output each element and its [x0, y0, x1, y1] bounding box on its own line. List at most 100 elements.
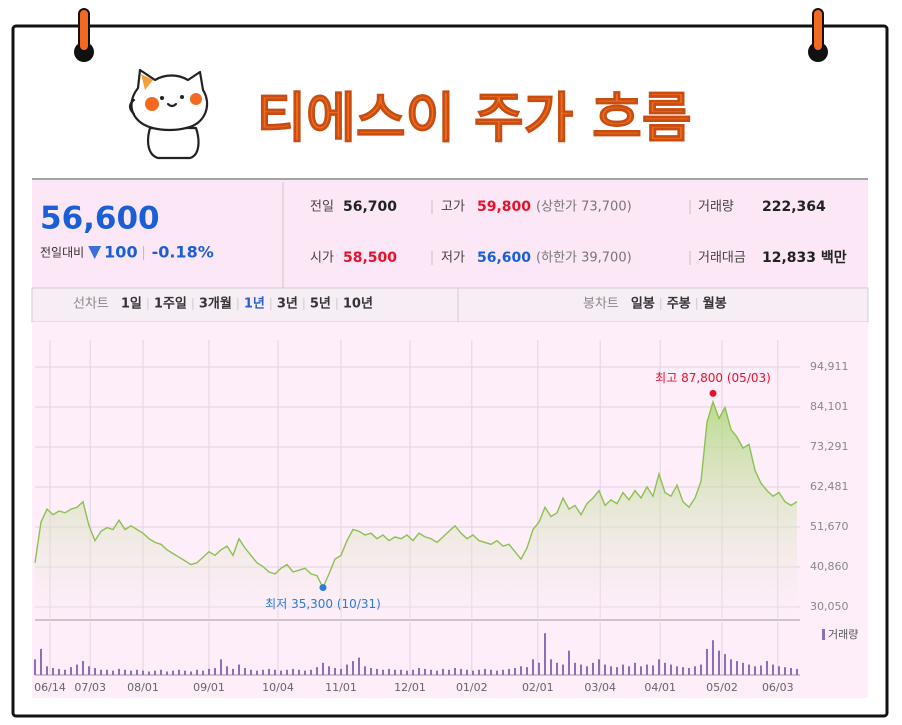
volume-bar — [112, 670, 114, 675]
field-label: 거래대금 — [698, 251, 746, 266]
volume-bar — [244, 668, 246, 675]
volume-bar — [706, 648, 708, 675]
volume-bar — [130, 670, 132, 675]
volume-bar — [322, 662, 324, 675]
volume-bar — [754, 666, 756, 675]
volume-bar — [556, 662, 558, 675]
volume-bar — [574, 662, 576, 675]
volume-bar — [178, 669, 180, 675]
volume-bar — [316, 667, 318, 675]
volume-bar — [652, 665, 654, 675]
volume-bar — [268, 668, 270, 675]
volume-bar — [748, 664, 750, 675]
volume-bar — [292, 668, 294, 675]
field-value: 12,833 백만 — [762, 250, 847, 266]
field-note: (하한가 39,700) — [536, 251, 632, 266]
volume-bar — [604, 664, 606, 675]
volume-bar — [526, 667, 528, 675]
volume-bar — [532, 659, 534, 675]
y-tick-label: 94,911 — [810, 360, 849, 373]
field-value: 56,700 — [343, 199, 397, 215]
volume-bar — [772, 664, 774, 675]
volume-bar — [220, 659, 222, 675]
volume-bar — [460, 668, 462, 675]
annotation-label: 최저 35,300 (10/31) — [265, 597, 381, 611]
field-label: 저가 — [441, 251, 465, 266]
volume-bar — [280, 670, 282, 675]
volume-bar — [664, 662, 666, 675]
legend-label: 거래량 — [828, 628, 858, 641]
volume-bar — [496, 670, 498, 675]
volume-bar — [586, 666, 588, 675]
volume-bar — [634, 662, 636, 675]
volume-bar — [88, 666, 90, 675]
candle-tab[interactable]: 월봉 — [703, 296, 727, 312]
volume-bar — [118, 668, 120, 675]
volume-bar — [34, 659, 36, 675]
volume-bar — [136, 669, 138, 675]
period-tab[interactable]: 1일 — [121, 297, 142, 312]
period-tab[interactable]: 1년 — [244, 297, 265, 312]
volume-bar — [202, 670, 204, 675]
volume-bar — [358, 657, 360, 675]
x-tick-label: 05/02 — [706, 681, 738, 694]
volume-bar — [70, 667, 72, 675]
volume-bar — [76, 664, 78, 675]
field-value: 59,800 — [477, 199, 531, 215]
candle-tab[interactable]: 일봉 — [631, 297, 655, 312]
volume-bar — [568, 650, 570, 675]
volume-bar — [58, 668, 60, 675]
change-value: 100 — [104, 243, 137, 262]
volume-bar — [352, 661, 354, 675]
volume-bar — [214, 668, 216, 675]
volume-bar — [412, 669, 414, 675]
volume-bar — [466, 669, 468, 675]
current-price: 56,600 — [40, 201, 160, 237]
volume-bar — [628, 666, 630, 675]
volume-bar — [160, 669, 162, 675]
volume-bar — [46, 666, 48, 675]
volume-bar — [688, 668, 690, 675]
field-value: 58,500 — [343, 250, 397, 266]
field-label: 전일 — [310, 200, 334, 215]
page-title: 티에스이 주가 흐름 — [256, 87, 691, 150]
volume-bar — [778, 666, 780, 675]
volume-bar — [436, 670, 438, 675]
volume-bar — [484, 668, 486, 675]
tabs: 선차트 1일 1주일 3개월 1년 3년 5년 10년 봉차트 일봉 주봉 월봉 — [73, 296, 727, 312]
volume-bar — [508, 668, 510, 675]
volume-bar — [106, 669, 108, 675]
volume-bar — [682, 667, 684, 675]
period-tab[interactable]: 10년 — [343, 297, 373, 312]
period-tab[interactable]: 3년 — [277, 297, 298, 312]
quote-fields: 전일 56,700 고가 59,800 (상한가 73,700) 거래량 222,364 시가… — [310, 199, 847, 266]
tab-group-label: 봉차트 — [583, 297, 619, 312]
x-tick-label: 12/01 — [394, 681, 426, 694]
period-tab[interactable]: 3개월 — [199, 296, 232, 312]
volume-bar — [646, 664, 648, 675]
period-tab[interactable]: 5년 — [310, 297, 331, 312]
field-value: 222,364 — [762, 199, 826, 215]
change-label: 전일대비 — [40, 246, 84, 260]
legend-swatch — [822, 629, 825, 640]
down-arrow — [88, 246, 102, 259]
x-tick-label: 08/01 — [127, 681, 159, 694]
volume-bar — [796, 668, 798, 675]
quote-panel — [32, 179, 868, 288]
volume-bar — [52, 668, 54, 675]
period-tab[interactable]: 1주일 — [154, 297, 187, 312]
price-area — [35, 401, 797, 618]
volume-bar — [190, 671, 192, 675]
candle-tab[interactable]: 주봉 — [667, 297, 691, 312]
volume-bar — [94, 668, 96, 675]
field-note: (상한가 73,700) — [536, 200, 632, 215]
volume-bar — [124, 669, 126, 675]
volume-bar — [598, 659, 600, 675]
volume-bar — [658, 659, 660, 675]
y-tick-label: 62,481 — [810, 480, 849, 493]
volume-bar — [166, 671, 168, 675]
volume-bar — [172, 670, 174, 675]
volume-bar — [208, 668, 210, 675]
